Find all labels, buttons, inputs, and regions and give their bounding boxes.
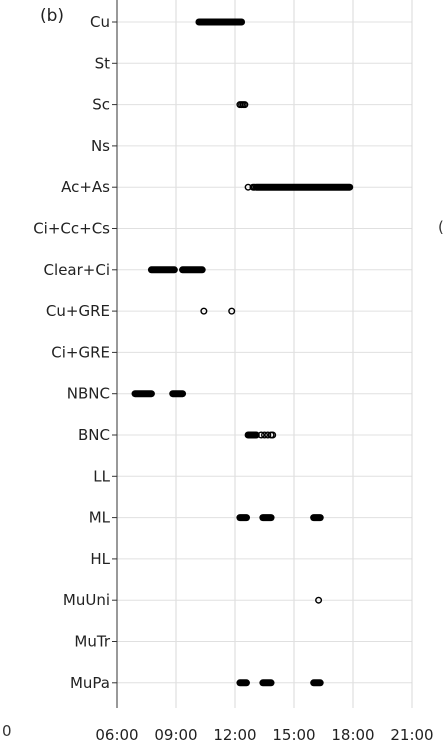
y-tick-label: MuPa — [70, 674, 110, 692]
panel-label: (b) — [40, 6, 65, 26]
y-tick-label: LL — [93, 467, 110, 485]
y-tick-label: HL — [90, 550, 110, 568]
data-point — [251, 183, 259, 191]
grid — [116, 0, 413, 708]
x-tick-labels: 06:00 09:00 12:00 15:00 18:00 21:00 — [95, 726, 433, 744]
y-tick-label: Ns — [91, 137, 110, 155]
data-marks — [131, 18, 354, 687]
y-tick-label: Cu — [90, 13, 110, 31]
y-tick-label: ML — [89, 509, 111, 527]
data-point — [269, 431, 277, 439]
x-tick-label: 21:00 — [390, 726, 433, 744]
clipped-tick-label: 0 — [2, 722, 12, 740]
y-tick-labels: Cu St Sc Ns Ac+As Ci+Cc+Cs Clear+Ci Cu+GRE Ci+GR… — [33, 13, 111, 692]
x-tick-label: 15:00 — [272, 726, 315, 744]
y-tick-label: BNC — [78, 426, 110, 444]
x-tick-label: 18:00 — [331, 726, 374, 744]
data-point — [228, 307, 236, 315]
y-tick-label: NBNC — [67, 385, 110, 403]
y-tick-label: St — [95, 54, 111, 72]
y-tick-label: Ac+As — [61, 178, 110, 196]
data-point — [315, 596, 323, 604]
x-tick-label: 12:00 — [213, 726, 256, 744]
data-point — [257, 431, 265, 439]
data-point — [200, 307, 208, 315]
data-point — [261, 431, 269, 439]
y-tick-label: Cu+GRE — [46, 302, 110, 320]
y-tick-label: Clear+Ci — [44, 261, 110, 279]
y-axis — [112, 0, 118, 708]
y-tick-label: MuUni — [63, 591, 110, 609]
y-tick-label: Ci+GRE — [51, 343, 110, 361]
x-tick-label: 06:00 — [95, 726, 138, 744]
data-point — [241, 101, 249, 109]
x-tick-label: 09:00 — [154, 726, 197, 744]
y-tick-label: Sc — [92, 96, 110, 114]
clipped-text-fragment: ( — [438, 218, 443, 236]
y-tick-label: MuTr — [74, 633, 110, 651]
y-tick-label: Ci+Cc+Cs — [33, 220, 110, 238]
